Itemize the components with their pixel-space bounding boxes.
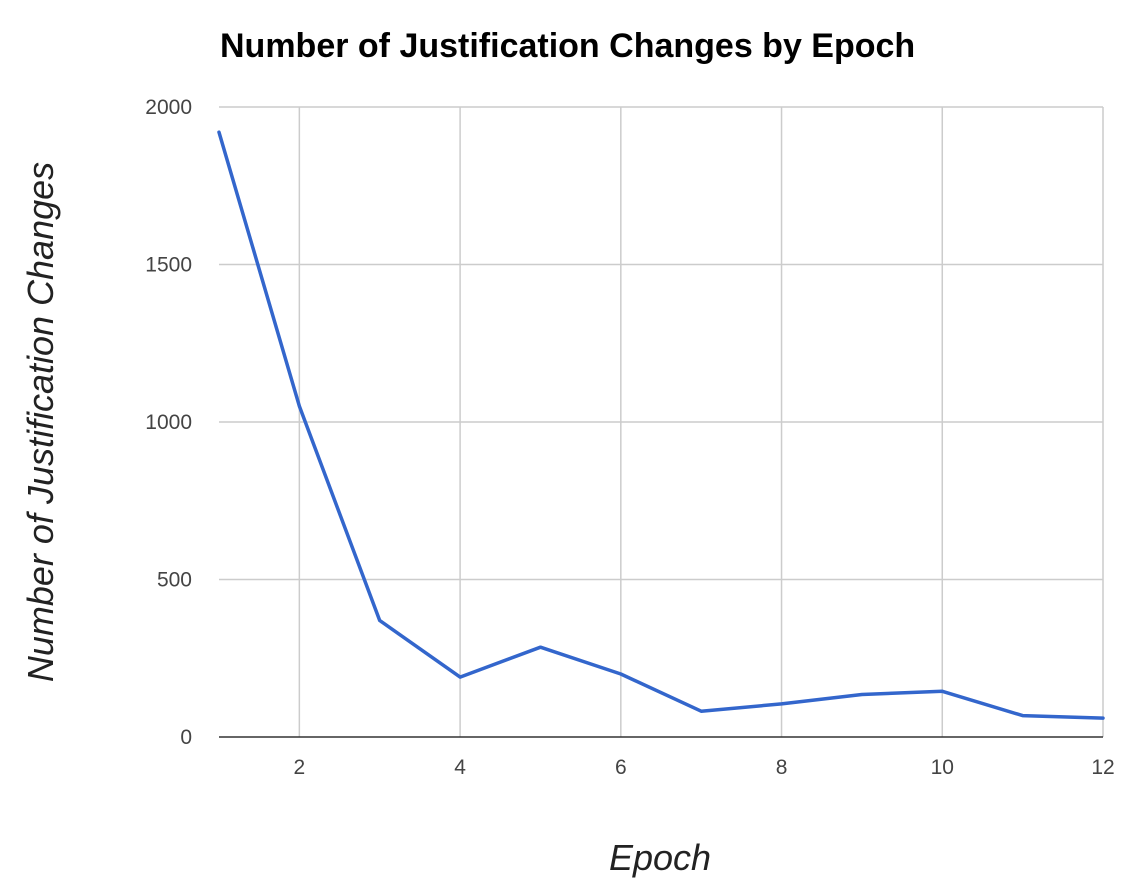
- y-tick-label: 0: [180, 726, 192, 749]
- y-axis-label: Number of Justification Changes: [20, 162, 61, 682]
- x-tick-label: 12: [1091, 756, 1114, 779]
- series-lines: [217, 130, 1105, 720]
- x-tick-label: 10: [931, 756, 954, 779]
- x-tick-label: 4: [454, 756, 466, 779]
- chart-title: Number of Justification Changes by Epoch: [220, 27, 915, 65]
- tick-labels: 0 500 1000 1500 2000 2 4 6 8 10 12: [145, 96, 1114, 779]
- y-tick-label: 1000: [145, 411, 192, 434]
- x-axis-label: Epoch: [609, 837, 711, 878]
- grid: [219, 106, 1104, 737]
- x-tick-label: 8: [776, 756, 788, 779]
- y-tick-label: 1500: [145, 254, 192, 277]
- y-tick-label: 2000: [145, 96, 192, 119]
- y-tick-label: 500: [157, 569, 192, 592]
- series-line-1: [217, 130, 1105, 720]
- x-tick-label: 2: [294, 756, 306, 779]
- x-tick-label: 6: [615, 756, 627, 779]
